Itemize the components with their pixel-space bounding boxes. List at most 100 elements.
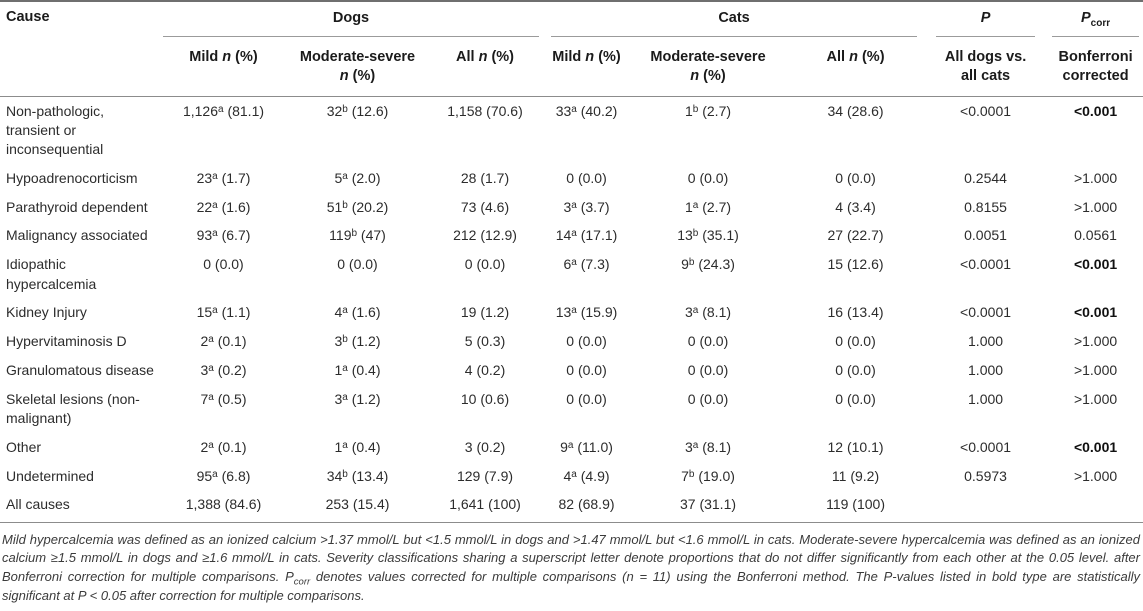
- table-row: Other 2a (0.1) 1a (0.4) 3 (0.2) 9a (11.0…: [0, 433, 1143, 462]
- count-pct: (19.0): [694, 467, 735, 484]
- pcorr-cell: >1.000: [1073, 169, 1118, 186]
- p-cell: 1.000: [968, 333, 1004, 350]
- count-pct: (0.0): [695, 390, 729, 407]
- count-n: 34: [827, 102, 844, 119]
- pcorr-cell: 0.0561: [1074, 227, 1117, 244]
- pcorr-cell: <0.001: [1073, 438, 1118, 455]
- count-pct: (0.0): [843, 390, 876, 407]
- count-pct: (2.0): [347, 169, 381, 186]
- count-n: 3: [684, 438, 693, 455]
- count-cell: 0 (0.0): [788, 356, 923, 385]
- superscript: a: [208, 439, 214, 451]
- count-n: 2: [200, 438, 209, 455]
- count-cell: 4a (1.6): [290, 299, 425, 328]
- count-cell: 1a (0.4): [290, 433, 425, 462]
- count-n: 9: [560, 438, 568, 455]
- count-cell: 32b (12.6): [290, 97, 425, 165]
- count-n: 34: [326, 467, 343, 484]
- count-pct: (100): [848, 496, 885, 513]
- superscript: a: [212, 228, 218, 240]
- superscript: a: [218, 103, 224, 115]
- count-cell: 3b (1.2): [290, 328, 425, 357]
- count-n: 3: [200, 361, 209, 378]
- count-pct: (1.2): [347, 390, 381, 407]
- count-n: 119: [826, 496, 849, 513]
- count-n: 28: [460, 169, 477, 186]
- cause-cell: Hypervitaminosis D: [6, 333, 127, 350]
- count-cell: 13a (15.9): [545, 299, 628, 328]
- count-pct: (68.9): [574, 496, 615, 513]
- count-n: 0: [835, 333, 844, 350]
- count-n: 212: [453, 227, 477, 244]
- count-cell: 9b (24.3): [628, 251, 788, 299]
- count-n: 0: [687, 390, 696, 407]
- count-cell: 73 (4.6): [425, 193, 545, 222]
- count-pct: (0.0): [472, 256, 506, 273]
- cause-cell: Other: [6, 438, 42, 455]
- count-n: 0: [566, 333, 575, 350]
- superscript: a: [208, 362, 214, 374]
- col-header-cats-mild: Mild n (%): [545, 37, 629, 97]
- superscript: b: [342, 468, 348, 480]
- count-n: 1,158: [447, 102, 483, 119]
- count-n: 5: [464, 333, 473, 350]
- count-pct: (2.7): [698, 198, 732, 215]
- count-n: 15: [196, 304, 213, 321]
- count-cell: 212 (12.9): [425, 222, 545, 251]
- count-pct: (6.8): [217, 467, 251, 484]
- superscript: a: [208, 334, 214, 346]
- superscript: b: [342, 103, 348, 115]
- count-pct: (0.0): [574, 390, 607, 407]
- count-n: 95: [196, 467, 213, 484]
- count-pct: (0.0): [843, 361, 876, 378]
- col-header-p-description: All dogs vs. all cats: [923, 37, 1049, 97]
- count-pct: (0.0): [574, 169, 607, 186]
- count-cell: 1,158 (70.6): [425, 97, 545, 165]
- count-pct: (15.9): [576, 304, 618, 321]
- group-header-row: Cause Dogs Cats P Pcorr: [0, 1, 1143, 97]
- count-pct: (35.1): [698, 227, 739, 244]
- count-pct: (0.2): [472, 361, 506, 378]
- p-cell: 0.2544: [964, 169, 1007, 186]
- count-n: 3: [334, 390, 343, 407]
- footnote-pcorr-subscript: corr: [293, 576, 311, 588]
- group-label-pcorr-sub: corr: [1090, 17, 1111, 29]
- count-pct: (0.2): [213, 361, 247, 378]
- count-n: 253: [325, 496, 349, 513]
- group-header-dogs: Dogs: [157, 1, 545, 37]
- footnote-text-1: Mild hypercalcemia was defined as an ion…: [2, 531, 1140, 584]
- count-pct: (0.4): [347, 361, 381, 378]
- superscript: a: [212, 468, 218, 480]
- count-pct: (0.0): [695, 333, 729, 350]
- superscript: b: [351, 228, 358, 240]
- count-cell: 6a (7.3): [545, 251, 628, 299]
- superscript: a: [212, 199, 218, 211]
- count-pct: (1.2): [476, 304, 510, 321]
- count-pct: (0.4): [347, 438, 381, 455]
- count-n: 2: [200, 333, 209, 350]
- count-n: 0: [835, 361, 844, 378]
- count-n: 93: [196, 227, 213, 244]
- count-cell: 119 (100): [788, 490, 924, 523]
- count-cell: 33a (40.2): [545, 97, 628, 165]
- count-cell: 1,126a (81.1): [157, 97, 290, 165]
- count-cell: 0 (0.0): [628, 385, 788, 433]
- p-cell: [923, 490, 1049, 523]
- pcorr-cell: >1.000: [1073, 390, 1118, 407]
- count-cell: 93a (6.7): [157, 222, 290, 251]
- group-label-dogs: Dogs: [332, 10, 370, 26]
- count-cell: 4 (0.2): [425, 356, 545, 385]
- count-pct: (12.9): [476, 227, 517, 244]
- count-cell: 11 (9.2): [788, 462, 923, 491]
- count-cell: 3a (8.1): [628, 433, 788, 462]
- count-pct: (7.3): [576, 256, 610, 273]
- count-pct: (4.9): [576, 467, 610, 484]
- count-pct: (0.0): [574, 333, 607, 350]
- count-pct: (1.2): [347, 333, 381, 350]
- count-cell: 0 (0.0): [788, 328, 923, 357]
- count-pct: (7.9): [480, 467, 514, 484]
- count-n: 33: [555, 102, 572, 119]
- superscript: b: [692, 228, 699, 240]
- superscript: b: [688, 468, 695, 480]
- p-cell: <0.0001: [960, 438, 1012, 455]
